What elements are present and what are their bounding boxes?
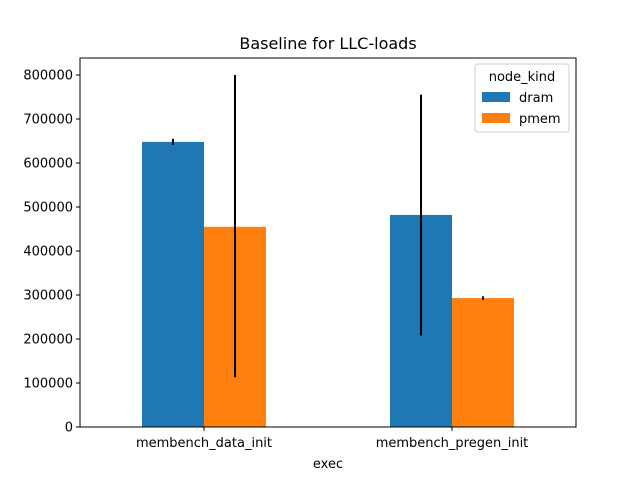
y-tick-label-800000: 800000 — [23, 69, 73, 84]
y-tick-label-700000: 700000 — [23, 113, 73, 128]
bar-pmem-membench_pregen_init — [452, 298, 514, 427]
y-tick-label-500000: 500000 — [23, 201, 73, 216]
plot-frame — [79, 57, 577, 428]
legend-label-dram: dram — [519, 91, 553, 106]
chart-title: Baseline for LLC-loads — [239, 34, 416, 53]
x-tick-label-membench_pregen_init: membench_pregen_init — [376, 436, 529, 451]
x-axis-label: exec — [313, 457, 343, 472]
y-tick-label-200000: 200000 — [23, 333, 73, 348]
y-tick-label-0: 0 — [65, 421, 73, 436]
plot-area: 0 100000 200000 300000 400000 500000 600000 700… — [23, 57, 577, 451]
y-tick-label-100000: 100000 — [23, 377, 73, 392]
legend-label-pmem: pmem — [519, 112, 561, 127]
legend-title: node_kind — [489, 70, 556, 85]
x-tick-label-membench_data_init: membench_data_init — [136, 436, 272, 451]
legend-swatch-dram — [482, 92, 510, 102]
y-tick-label-600000: 600000 — [23, 157, 73, 172]
y-tick-label-300000: 300000 — [23, 289, 73, 304]
bar-dram-membench_data_init — [142, 141, 204, 427]
legend-swatch-pmem — [482, 113, 510, 123]
y-tick-label-400000: 400000 — [23, 245, 73, 260]
